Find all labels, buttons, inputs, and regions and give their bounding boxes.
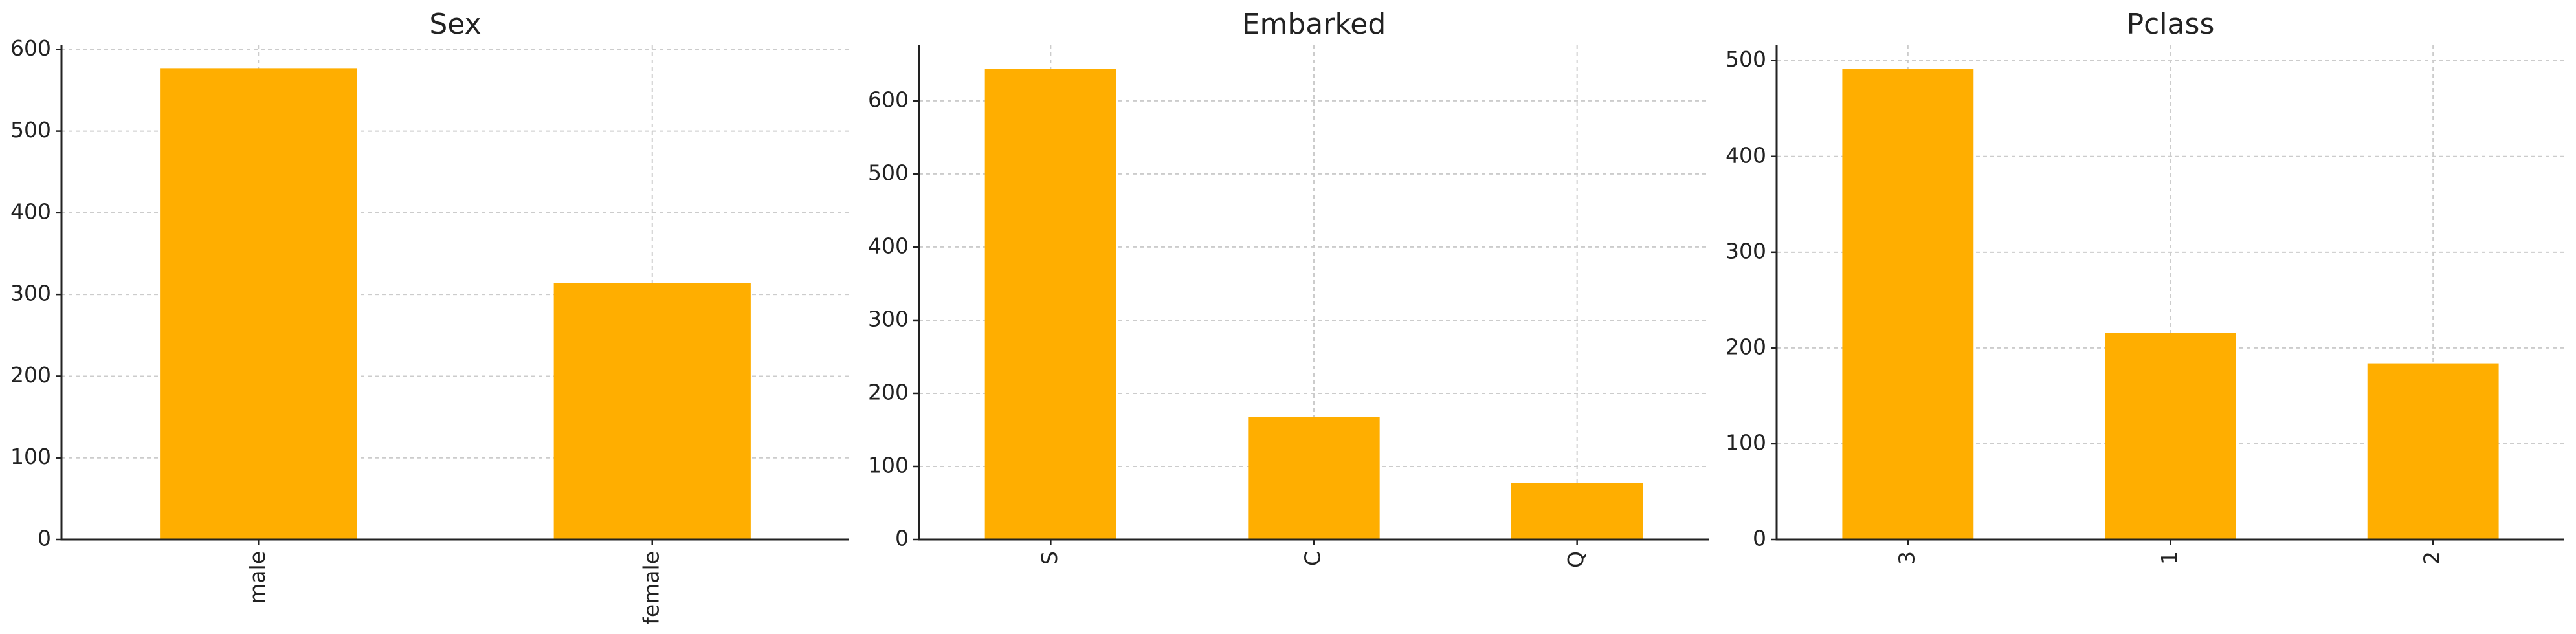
- bar-3: [1842, 69, 1974, 540]
- y-tick-label: 600: [868, 87, 909, 112]
- y-tick-label: 200: [10, 362, 51, 388]
- bar-C: [1248, 417, 1380, 540]
- x-tick-label-2: 2: [2419, 551, 2445, 565]
- chart-title: Sex: [429, 8, 481, 41]
- y-tick-label: 400: [1726, 142, 1766, 168]
- bar-1: [2105, 333, 2236, 540]
- y-tick-label: 600: [10, 36, 51, 61]
- bar-male: [160, 68, 357, 540]
- bar-S: [984, 69, 1116, 540]
- bar-2: [2367, 363, 2499, 540]
- chart-title: Embarked: [1242, 8, 1386, 41]
- x-tick-label-S: S: [1037, 551, 1062, 565]
- y-tick-label: 500: [868, 160, 909, 185]
- y-tick-label: 400: [868, 233, 909, 258]
- chart-panel-embarked: 0 100 200 300 400 500 600 S C Q Embarked: [868, 8, 1709, 568]
- y-tick-label: 300: [868, 306, 909, 331]
- y-tick-label: 400: [10, 199, 51, 224]
- chart-title: Pclass: [2127, 8, 2215, 41]
- x-tick-label-1: 1: [2157, 551, 2182, 565]
- y-tick-label: 200: [1726, 334, 1766, 359]
- chart-panel-pclass: 0 100 200 300 400 500 3 1 2 Pclass: [1726, 8, 2564, 565]
- y-tick-label: 0: [1753, 526, 1766, 551]
- y-tick-label: 0: [895, 526, 909, 551]
- y-tick-label: 100: [868, 452, 909, 477]
- y-tick-label: 100: [1726, 430, 1766, 455]
- y-tick-label: 500: [1726, 47, 1766, 72]
- bar-female: [553, 283, 751, 540]
- y-tick-label: 300: [10, 281, 51, 306]
- y-tick-label: 200: [868, 379, 909, 404]
- y-tick-label: 500: [10, 117, 51, 142]
- x-tick-label-female: female: [638, 551, 663, 625]
- y-tick-label: 0: [38, 526, 51, 551]
- x-tick-label-C: C: [1300, 551, 1326, 566]
- x-tick-label-3: 3: [1894, 551, 1919, 565]
- chart-panel-sex: 0 100 200 300 400 500 600 male female Sex: [10, 8, 849, 625]
- x-tick-label-male: male: [245, 551, 270, 604]
- y-tick-label: 300: [1726, 238, 1766, 263]
- x-tick-label-Q: Q: [1563, 551, 1588, 568]
- y-tick-label: 100: [10, 444, 51, 469]
- bar-Q: [1511, 483, 1643, 540]
